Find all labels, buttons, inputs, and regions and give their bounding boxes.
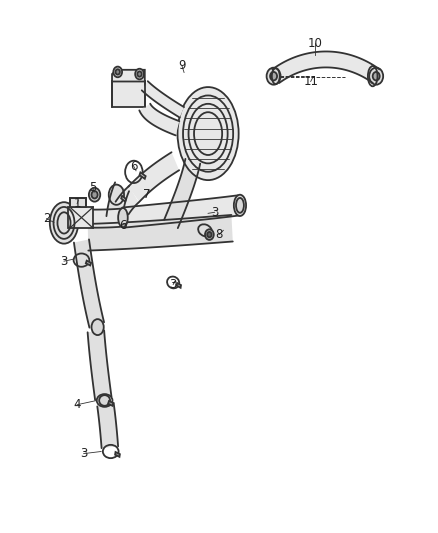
Text: 6: 6 xyxy=(119,219,127,231)
Text: 5: 5 xyxy=(89,181,96,195)
Polygon shape xyxy=(128,152,179,202)
Ellipse shape xyxy=(99,395,110,406)
Polygon shape xyxy=(93,208,123,228)
Ellipse shape xyxy=(234,195,246,216)
Circle shape xyxy=(373,72,380,80)
Polygon shape xyxy=(115,452,120,457)
Polygon shape xyxy=(86,261,91,265)
Circle shape xyxy=(267,68,281,85)
Text: 9: 9 xyxy=(178,59,186,72)
Circle shape xyxy=(116,69,120,75)
Ellipse shape xyxy=(92,319,104,335)
Text: 3: 3 xyxy=(60,255,68,268)
Circle shape xyxy=(270,72,277,80)
Polygon shape xyxy=(108,401,113,406)
Circle shape xyxy=(135,69,144,79)
Text: 3: 3 xyxy=(170,278,177,291)
Circle shape xyxy=(89,188,100,201)
Text: 3: 3 xyxy=(80,447,87,460)
Polygon shape xyxy=(74,239,104,328)
Ellipse shape xyxy=(50,202,78,244)
Ellipse shape xyxy=(118,208,128,227)
Text: 7: 7 xyxy=(143,188,151,201)
Text: 6: 6 xyxy=(130,160,138,173)
Circle shape xyxy=(207,232,212,237)
Text: 10: 10 xyxy=(307,37,322,50)
Text: 8: 8 xyxy=(215,228,223,241)
Text: 3: 3 xyxy=(211,206,218,219)
Polygon shape xyxy=(88,330,112,400)
Polygon shape xyxy=(97,403,118,448)
Polygon shape xyxy=(164,159,200,228)
Polygon shape xyxy=(177,283,181,288)
Circle shape xyxy=(205,229,214,240)
Polygon shape xyxy=(139,104,179,135)
Text: 4: 4 xyxy=(73,398,81,411)
Polygon shape xyxy=(112,82,145,107)
Text: 2: 2 xyxy=(43,212,50,225)
Ellipse shape xyxy=(177,87,239,180)
Circle shape xyxy=(92,191,98,198)
Polygon shape xyxy=(68,207,93,228)
Circle shape xyxy=(113,67,122,77)
Polygon shape xyxy=(121,196,126,201)
Polygon shape xyxy=(70,198,86,207)
Polygon shape xyxy=(116,186,139,214)
Text: 11: 11 xyxy=(303,75,318,88)
Polygon shape xyxy=(88,215,233,251)
Circle shape xyxy=(138,71,142,77)
Polygon shape xyxy=(142,81,184,118)
Text: 1: 1 xyxy=(73,197,81,211)
Polygon shape xyxy=(140,172,146,179)
Polygon shape xyxy=(272,52,380,83)
Polygon shape xyxy=(122,195,240,228)
Circle shape xyxy=(369,68,383,85)
Polygon shape xyxy=(106,182,129,219)
Polygon shape xyxy=(112,70,145,82)
